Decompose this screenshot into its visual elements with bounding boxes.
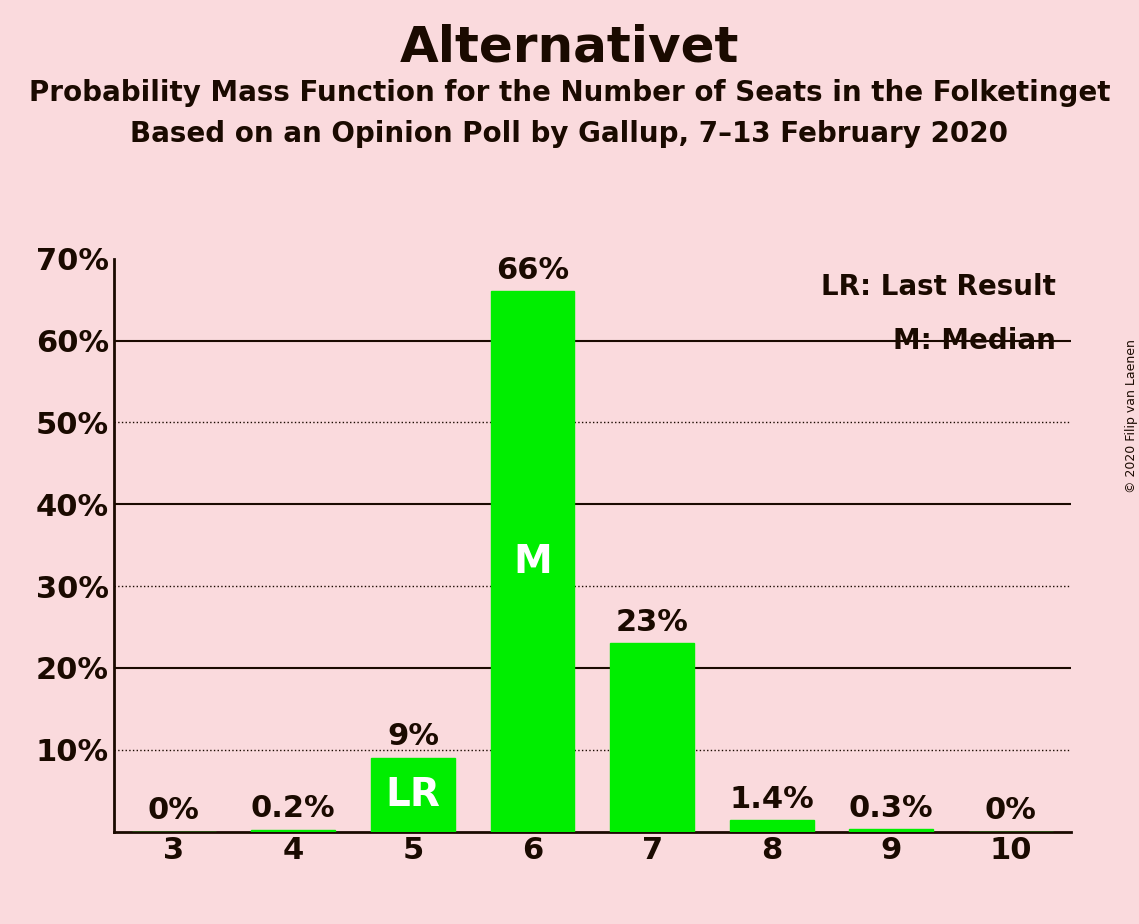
Text: Based on an Opinion Poll by Gallup, 7–13 February 2020: Based on an Opinion Poll by Gallup, 7–13… — [131, 120, 1008, 148]
Text: 66%: 66% — [495, 256, 570, 285]
Text: 0.2%: 0.2% — [251, 795, 336, 823]
Bar — [252, 830, 335, 832]
Text: 0%: 0% — [148, 796, 199, 825]
Text: LR: Last Result: LR: Last Result — [821, 274, 1056, 301]
Text: Alternativet: Alternativet — [400, 23, 739, 71]
Text: 0%: 0% — [985, 796, 1036, 825]
Bar — [850, 829, 933, 832]
Text: M: M — [513, 542, 552, 580]
Bar — [730, 821, 813, 832]
Text: 1.4%: 1.4% — [729, 784, 814, 814]
Text: 0.3%: 0.3% — [849, 794, 934, 822]
Bar — [491, 291, 574, 832]
Text: © 2020 Filip van Laenen: © 2020 Filip van Laenen — [1124, 339, 1138, 492]
Text: Probability Mass Function for the Number of Seats in the Folketinget: Probability Mass Function for the Number… — [28, 79, 1111, 106]
Bar — [371, 758, 454, 832]
Text: 9%: 9% — [387, 723, 439, 751]
Text: LR: LR — [385, 776, 441, 814]
Bar — [611, 643, 694, 832]
Text: M: Median: M: Median — [893, 327, 1056, 356]
Text: 23%: 23% — [616, 608, 688, 637]
